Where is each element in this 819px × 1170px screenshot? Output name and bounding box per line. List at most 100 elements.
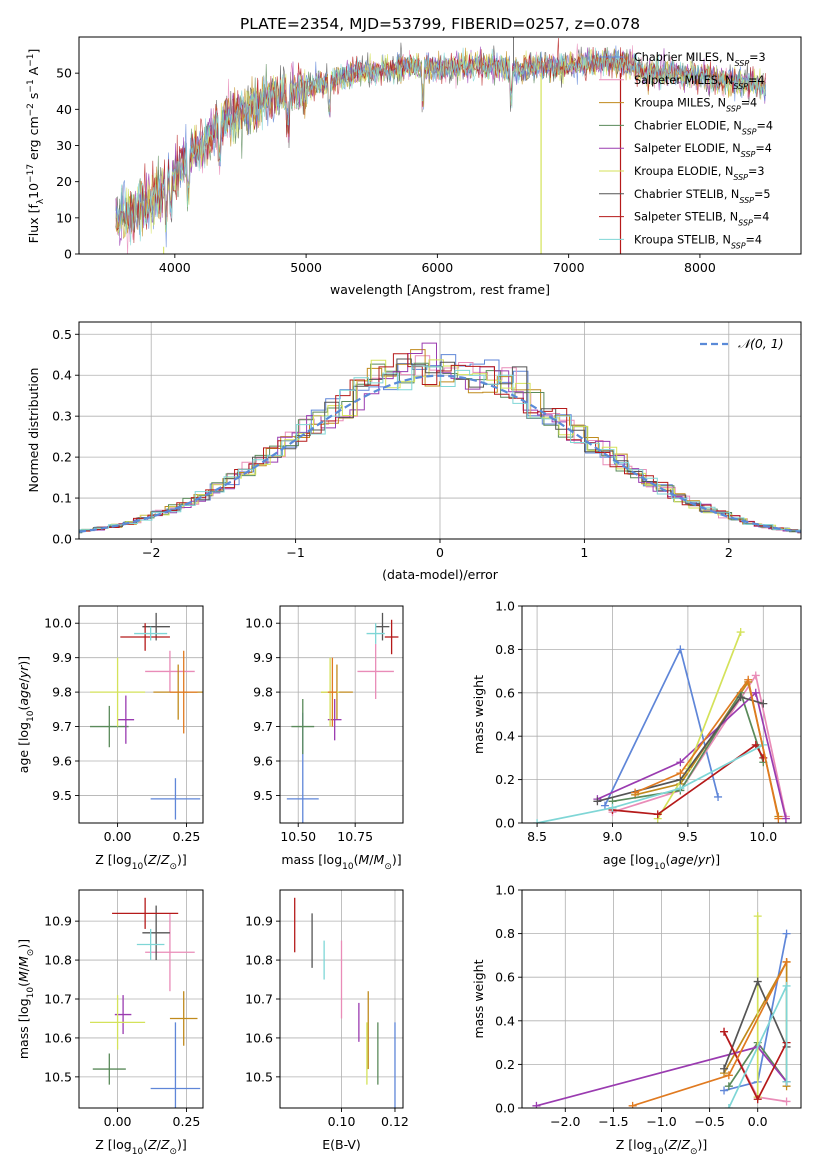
x-axis-label-part: ( bbox=[665, 852, 670, 867]
series-marker bbox=[676, 784, 685, 793]
x-tick-label: 10.75 bbox=[337, 829, 373, 844]
series-marker bbox=[720, 1027, 729, 1036]
y-tick-label: 9.6 bbox=[52, 754, 72, 769]
series-marker bbox=[631, 788, 640, 797]
legend-label-text: Salpeter ELODIE, N bbox=[634, 142, 741, 155]
y-tick-label: 9.7 bbox=[253, 719, 273, 734]
x-axis-label: Z [log10(Z/Z⊙)] bbox=[95, 1137, 187, 1157]
x-axis-label-part: M bbox=[359, 852, 370, 867]
legend-label-tail: =4 bbox=[755, 142, 772, 155]
x-tick-label: −0.5 bbox=[694, 1114, 724, 1129]
y-tick-label: 10.8 bbox=[44, 953, 72, 968]
y-axis-label: mass weight bbox=[471, 675, 486, 754]
panel-spectrum: 4000 5000 6000 7000 8000 0 10 20 30 40 50 wavelengt… bbox=[26, 36, 802, 297]
y-axis-label: mass [log10(M/M⊙)] bbox=[16, 939, 36, 1059]
y-axis-label-part: Flux [f bbox=[26, 204, 41, 244]
panel-mass-weight-vs-age: 8.5 9.0 9.5 10.0 0.0 0.2 0.4 0.6 0.8 1.0 age [log1… bbox=[471, 599, 802, 872]
legend-label: Salpeter STELIB, NSSP=4 bbox=[634, 211, 769, 228]
legend-label: Chabrier ELODIE, NSSP=4 bbox=[634, 119, 773, 136]
x-axis-label: Z [log10(Z/Z⊙)] bbox=[95, 852, 187, 872]
y-tick-label: 1.0 bbox=[495, 883, 515, 898]
series-marker bbox=[593, 797, 602, 806]
x-axis-label-part: mass [log bbox=[281, 852, 342, 867]
axes-frame bbox=[521, 605, 802, 824]
legend-label-tail: =4 bbox=[741, 97, 758, 110]
y-axis-label-part: mass [log bbox=[16, 998, 31, 1059]
legend-label: Kroupa MILES, NSSP=4 bbox=[634, 97, 757, 114]
x-axis-label-part: Z [log bbox=[616, 1137, 652, 1152]
legend-label-text: Kroupa MILES, N bbox=[634, 97, 726, 110]
panel-residuals: −2 −1 0 1 2 0.0 0.1 0.2 0.3 0.4 0.5 (data-model)/er… bbox=[26, 321, 802, 582]
plot-area bbox=[90, 612, 203, 820]
y-tick-label: 0.4 bbox=[52, 368, 72, 383]
y-tick-label: 10.0 bbox=[44, 616, 72, 631]
y-tick-label: 9.5 bbox=[52, 788, 72, 803]
y-axis-label-part: )] bbox=[16, 939, 31, 949]
y-axis-label-part: −2 bbox=[26, 103, 36, 116]
x-tick-label: 6000 bbox=[421, 260, 453, 275]
y-axis-label-part: M bbox=[16, 971, 31, 982]
y-axis-label-part: ] bbox=[26, 49, 41, 54]
histogram-kroupa-elodie bbox=[79, 359, 801, 533]
legend-label-sub: SSP bbox=[742, 127, 757, 136]
y-axis-label-part: 10 bbox=[26, 987, 36, 999]
x-tick-label: 0.25 bbox=[173, 829, 201, 844]
y-axis-label-part: / bbox=[16, 677, 31, 682]
x-tick-label: 0.0 bbox=[748, 1114, 768, 1129]
plot-area bbox=[90, 897, 201, 1108]
series-line bbox=[612, 673, 787, 817]
series-marker bbox=[736, 628, 745, 637]
x-tick-label: 1 bbox=[580, 545, 588, 560]
y-axis-label-part: age [log bbox=[16, 722, 31, 773]
y-tick-label: 9.9 bbox=[253, 650, 273, 665]
x-tick-label: 10.50 bbox=[280, 829, 316, 844]
y-axis-label-part: yr bbox=[16, 665, 31, 679]
y-axis-label-part: A bbox=[26, 66, 41, 79]
y-tick-label: 9.8 bbox=[253, 685, 273, 700]
x-axis-label-part: Z bbox=[680, 1137, 690, 1152]
x-tick-label: −2.0 bbox=[550, 1114, 580, 1129]
y-tick-label: 10.5 bbox=[44, 1069, 72, 1084]
x-axis-label-part: / bbox=[677, 1137, 682, 1152]
x-axis-label-part: 10 bbox=[132, 862, 144, 872]
x-tick-label: 0.12 bbox=[381, 1114, 409, 1129]
series-line bbox=[536, 744, 764, 823]
x-axis-label-part: ⊙ bbox=[169, 862, 177, 872]
x-axis-label-part: / bbox=[694, 852, 699, 867]
y-tick-label: 0.5 bbox=[52, 327, 72, 342]
x-axis-label-part: M bbox=[374, 852, 385, 867]
y-axis-label-part: 10 bbox=[26, 710, 36, 722]
x-axis-label: Z [log10(Z/Z⊙)] bbox=[616, 1137, 708, 1157]
x-axis-label-part: age bbox=[670, 852, 694, 867]
plot-area bbox=[79, 342, 801, 534]
y-tick-label: 0.0 bbox=[52, 532, 72, 547]
y-axis-label: Flux [fλ10−17 erg cm−2 s−1 A−1] bbox=[26, 49, 46, 244]
series-marker bbox=[782, 929, 791, 938]
y-tick-label: 0.0 bbox=[495, 1101, 515, 1116]
series-line bbox=[634, 677, 780, 819]
y-axis-label-part: ( bbox=[16, 982, 31, 987]
series-marker bbox=[782, 981, 791, 990]
x-axis-label-part: )] bbox=[392, 852, 402, 867]
legend-label-text: Salpeter STELIB, N bbox=[634, 211, 738, 224]
legend-label-sub: SSP bbox=[739, 195, 754, 204]
panel-age-vs-mass: 10.50 10.75 9.5 9.6 9.7 9.8 9.9 10.0 mass [log10… bbox=[245, 605, 404, 872]
y-axis-label-part: −1 bbox=[26, 54, 36, 67]
x-axis-label-part: 10 bbox=[342, 862, 354, 872]
y-tick-label: 30 bbox=[56, 138, 72, 153]
x-axis-label-part: Z bbox=[147, 1137, 157, 1152]
series-marker bbox=[724, 1082, 733, 1091]
series-marker bbox=[774, 814, 783, 823]
legend-label-text: Kroupa STELIB, N bbox=[634, 233, 731, 246]
x-axis-label-part: 10 bbox=[132, 1147, 144, 1157]
legend-label: Kroupa ELODIE, NSSP=3 bbox=[634, 165, 765, 182]
y-tick-label: 9.9 bbox=[52, 650, 72, 665]
series-marker bbox=[753, 912, 762, 921]
legend-label-tail: =3 bbox=[749, 51, 766, 64]
y-tick-label: 10.5 bbox=[245, 1069, 273, 1084]
y-tick-label: 0.8 bbox=[495, 642, 515, 657]
legend-label-sub: SSP bbox=[738, 218, 753, 227]
y-tick-label: 10.8 bbox=[245, 953, 273, 968]
